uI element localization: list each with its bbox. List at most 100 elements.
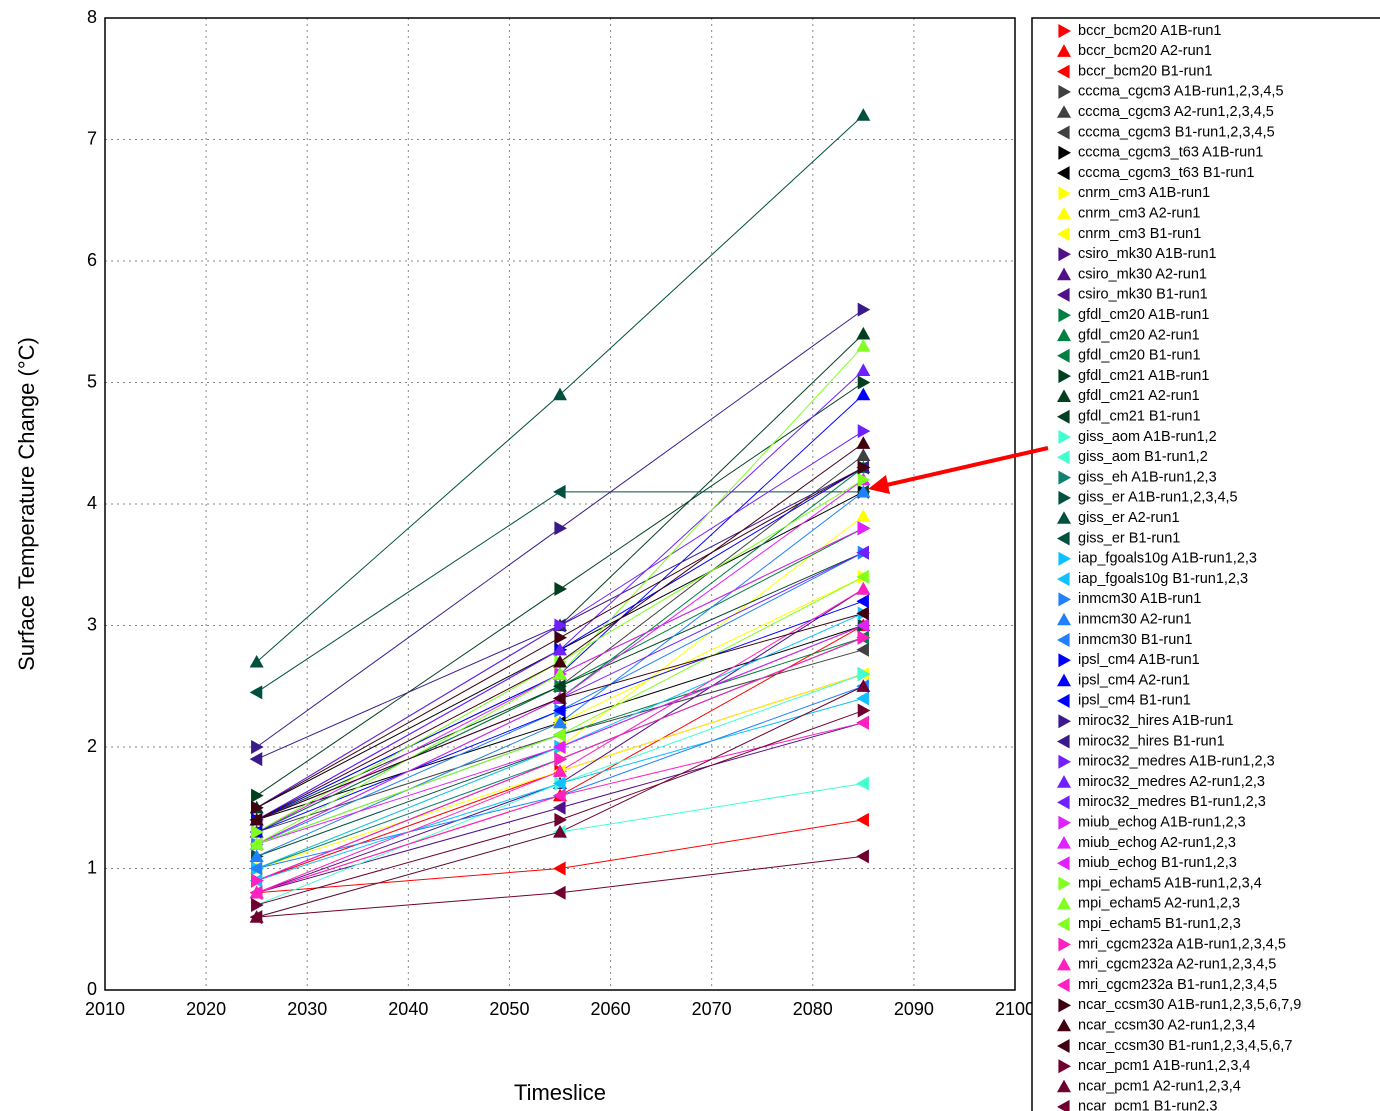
data-marker bbox=[553, 484, 566, 499]
x-tick-label: 2050 bbox=[489, 999, 529, 1019]
data-marker bbox=[857, 667, 871, 682]
legend-marker bbox=[1057, 511, 1071, 524]
data-marker bbox=[553, 703, 566, 718]
legend-label: ncar_pcm1 A2-run1,2,3,4 bbox=[1078, 1078, 1241, 1094]
legend-label: bccr_bcm20 A1B-run1 bbox=[1078, 23, 1221, 39]
series-lines bbox=[249, 108, 871, 925]
data-marker bbox=[553, 885, 566, 900]
data-marker bbox=[554, 582, 567, 597]
legend-label: mpi_echam5 B1-run1,2,3 bbox=[1078, 916, 1241, 932]
data-marker bbox=[554, 618, 567, 633]
legend-marker bbox=[1057, 836, 1071, 849]
legend-label: iap_fgoals10g A1B-run1,2,3 bbox=[1078, 551, 1257, 567]
annotation-arrowhead bbox=[868, 475, 890, 494]
x-tick-label: 2030 bbox=[287, 999, 327, 1019]
y-tick-label: 2 bbox=[87, 736, 97, 756]
data-marker bbox=[857, 630, 871, 645]
legend-label: inmcm30 B1-run1 bbox=[1078, 632, 1192, 648]
legend-marker bbox=[1057, 531, 1070, 546]
legend-marker bbox=[1057, 693, 1070, 708]
x-tick-label: 2100 bbox=[995, 999, 1035, 1019]
legend-marker bbox=[1057, 450, 1070, 465]
data-marker bbox=[856, 569, 869, 584]
x-axis-label: Timeslice bbox=[514, 1080, 606, 1105]
legend-label: gfdl_cm21 B1-run1 bbox=[1078, 409, 1201, 425]
legend-label: giss_er A2-run1 bbox=[1078, 510, 1180, 526]
data-marker bbox=[553, 776, 566, 791]
legend-marker bbox=[1058, 145, 1071, 160]
legend-marker bbox=[1058, 84, 1071, 99]
legend-marker bbox=[1057, 105, 1071, 118]
legend-label: gfdl_cm20 A1B-run1 bbox=[1078, 307, 1209, 323]
legend-label: mpi_echam5 A1B-run1,2,3,4 bbox=[1078, 875, 1262, 891]
legend-label: cccma_cgcm3 A1B-run1,2,3,4,5 bbox=[1078, 84, 1284, 100]
data-marker bbox=[251, 800, 264, 815]
y-tick-label: 1 bbox=[87, 857, 97, 877]
data-marker bbox=[554, 812, 567, 827]
legend-label: mri_cgcm232a A2-run1,2,3,4,5 bbox=[1078, 957, 1276, 973]
legend-label: csiro_mk30 B1-run1 bbox=[1078, 287, 1208, 303]
data-marker bbox=[856, 582, 871, 595]
legend-label: gfdl_cm20 A2-run1 bbox=[1078, 327, 1200, 343]
data-marker bbox=[856, 594, 869, 609]
legend-label: miroc32_medres A2-run1,2,3 bbox=[1078, 774, 1265, 790]
data-marker bbox=[856, 448, 871, 461]
legend-marker bbox=[1057, 673, 1071, 687]
data-marker bbox=[249, 885, 263, 900]
legend-label: ipsl_cm4 A1B-run1 bbox=[1078, 652, 1200, 668]
data-marker bbox=[856, 509, 871, 522]
data-marker bbox=[857, 424, 871, 439]
data-marker bbox=[251, 740, 264, 754]
data-marker bbox=[553, 800, 566, 815]
legend-label: cnrm_cm3 A1B-run1 bbox=[1078, 185, 1210, 201]
legend-label: cnrm_cm3 B1-run1 bbox=[1078, 226, 1201, 242]
data-marker bbox=[857, 472, 871, 487]
legend-marker bbox=[1057, 227, 1070, 241]
legend-marker bbox=[1058, 815, 1071, 830]
legend-label: giss_aom A1B-run1,2 bbox=[1078, 429, 1217, 445]
legend-label: ipsl_cm4 B1-run1 bbox=[1078, 693, 1191, 709]
legend-label: bccr_bcm20 A2-run1 bbox=[1078, 43, 1212, 59]
legend-marker bbox=[1057, 125, 1070, 140]
legend-marker bbox=[1057, 612, 1071, 626]
legend-marker bbox=[1057, 1099, 1070, 1111]
plot-frame bbox=[104, 17, 1016, 991]
data-marker bbox=[856, 606, 869, 621]
data-marker bbox=[856, 679, 871, 692]
legend-label: ncar_ccsm30 A2-run1,2,3,4 bbox=[1078, 1018, 1255, 1034]
data-marker bbox=[856, 545, 869, 560]
data-marker bbox=[249, 849, 264, 862]
data-marker bbox=[553, 861, 566, 876]
legend-marker bbox=[1057, 64, 1070, 79]
legend-label: cccma_cgcm3_t63 A1B-run1 bbox=[1078, 145, 1263, 161]
legend-marker bbox=[1058, 653, 1071, 668]
data-marker bbox=[856, 436, 871, 449]
legend-label: giss_er A1B-run1,2,3,4,5 bbox=[1078, 490, 1238, 506]
legend-marker bbox=[1058, 186, 1071, 201]
data-marker bbox=[856, 812, 869, 827]
data-marker bbox=[553, 387, 567, 401]
legend-label: miroc32_medres B1-run1,2,3 bbox=[1078, 794, 1266, 810]
y-tick-label: 0 bbox=[87, 979, 97, 999]
legend-label: mri_cgcm232a A1B-run1,2,3,4,5 bbox=[1078, 936, 1286, 952]
legend-label: ipsl_cm4 A2-run1 bbox=[1078, 672, 1190, 688]
legend-marker bbox=[1058, 490, 1071, 505]
legend-marker bbox=[1058, 998, 1071, 1013]
legend-marker bbox=[1057, 1039, 1070, 1053]
legend-label: cnrm_cm3 A2-run1 bbox=[1078, 206, 1201, 222]
x-tick-label: 2020 bbox=[186, 999, 226, 1019]
legend-label: inmcm30 A1B-run1 bbox=[1078, 591, 1201, 607]
legend-label: csiro_mk30 A1B-run1 bbox=[1078, 246, 1217, 262]
data-marker bbox=[856, 339, 871, 352]
legend-marker bbox=[1058, 551, 1071, 566]
legend-marker bbox=[1057, 896, 1071, 910]
data-marker bbox=[251, 873, 264, 888]
x-tick-label: 2070 bbox=[692, 999, 732, 1019]
y-tick-label: 6 bbox=[87, 250, 97, 270]
data-marker bbox=[856, 484, 871, 498]
x-tick-label: 2090 bbox=[894, 999, 934, 1019]
legend-label: miub_echog A2-run1,2,3 bbox=[1078, 835, 1236, 851]
data-marker bbox=[553, 654, 567, 668]
legend-label: cccma_cgcm3_t63 B1-run1 bbox=[1078, 165, 1255, 181]
